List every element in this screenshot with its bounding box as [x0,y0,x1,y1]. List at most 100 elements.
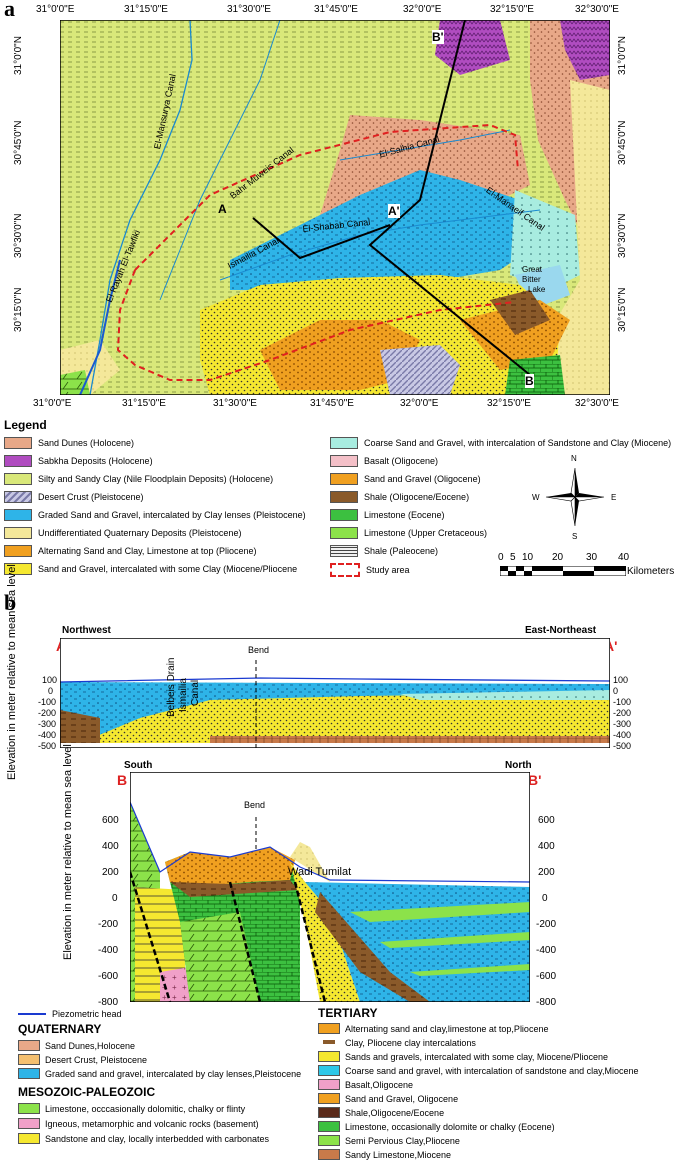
t-label: Alternating sand and clay,limestone at t… [345,1023,549,1034]
lon-tick: 31°45'0"E [314,4,358,15]
swatch-t2 [318,1037,340,1048]
lon-tick: 31°30'0"E [213,398,257,409]
q-label: Sand Dunes,Holocene [45,1040,136,1051]
legend-item: Graded Sand and Gravel, intercalated by … [4,509,306,521]
undiff-quaternary-east [550,80,610,395]
sec1-canal-label: Canal [190,679,201,706]
mansurya-canal-line [89,20,193,395]
compass-s: S [572,532,578,541]
m-item: Sandstone and clay, locally interbedded … [18,1133,269,1144]
swatch-q2 [18,1054,40,1065]
legend-label: Coarse Sand and Gravel, with intercalati… [364,438,672,448]
q-label: Desert Crust, Pleistocene [45,1054,148,1065]
sec2-piezometric-line [130,801,530,883]
sec1-sand-gravel-layer [80,693,610,743]
t-item: Sandy Limestone,Miocene [318,1149,451,1160]
tertiary-heading: TERTIARY [318,1006,378,1020]
swatch-q1 [18,1040,40,1051]
cross-section-b [130,772,530,1002]
sec2-ylabel: Elevation in meter relative to mean sea … [62,744,74,960]
lon-tick: 32°0'0"E [400,398,439,409]
swatch-t4 [318,1065,340,1076]
y-tick: -300 [613,719,632,729]
quaternary-heading: QUATERNARY [18,1022,102,1036]
legend-item: Sand and Gravel (Oligocene) [330,473,481,485]
sec1-ismailia-label: Ismailia [178,678,189,712]
sec2-wadi-label: Wadi Tumilat [288,866,352,878]
q-item: Graded sand and gravel, intercalated by … [18,1068,301,1079]
y-tick: -400 [38,730,57,740]
legend-item: Sand and Gravel, intercalated with some … [4,563,297,575]
m-item: Limestone, occcasionally dolomitic, chal… [18,1103,245,1114]
swatch-t10 [318,1149,340,1160]
sec2-fault-lines [130,871,327,1002]
graded-sand-unit [230,170,530,290]
t-label: Limestone, occasionally dolomite or chal… [345,1121,555,1132]
t-item: Shale,Oligocene/Eocene [318,1107,444,1118]
t-label: Clay, Pliocene clay intercalations [345,1037,476,1048]
rayah-tawfiki-line [79,259,121,395]
legend-item: Alternating Sand and Clay, Limestone at … [4,545,256,557]
sec1-sandy-limestone [210,736,610,743]
t-item: Sands and gravels, intercalated with som… [318,1051,608,1062]
shale-olig-eocene-unit [490,290,550,335]
y-tick: -200 [98,919,119,930]
sec1-coarse-layer [400,690,610,700]
legend-item: Desert Crust (Pleistocene) [4,491,144,503]
legend-label: Desert Crust (Pleistocene) [38,492,144,502]
scale-tick: 10 [522,552,534,563]
legend-item: Silty and Sandy Clay (Nile Floodplain De… [4,473,273,485]
panel-a-letter: a [4,0,15,21]
legend-item: Limestone (Upper Cretaceous) [330,527,487,539]
y-tick: 400 [102,841,119,852]
swatch-m1 [18,1103,40,1114]
swatch-q3 [18,1068,40,1079]
swatch-t9 [318,1135,340,1146]
legend-label: Alternating Sand and Clay, Limestone at … [38,546,257,556]
legend-item: Shale (Paleocene) [330,545,438,557]
m-item: Igneous, metamorphic and volcanic rocks … [18,1118,259,1129]
swatch-floodplain [4,473,32,485]
scale-unit: Kilometers [627,566,675,577]
t-label: Basalt,Oligocene [345,1079,414,1090]
sabkha-unit-northeast [560,20,610,80]
y-tick: 600 [538,815,555,826]
bahr-muweis-line [159,20,281,301]
y-tick: -100 [613,697,632,707]
desert-crust-unit [380,345,460,395]
lat-tick: 30°45'0"N [13,120,24,166]
y-tick: -300 [38,719,57,729]
legend-label: Sand Dunes (Holocene) [38,438,135,448]
sec1-ylabel: Elevation in meter relative to mean sea … [6,564,18,780]
swatch-t1 [318,1023,340,1034]
lon-tick: 32°0'0"E [403,4,442,15]
sec2-wadi-tumilat [290,842,330,882]
t-item: Limestone, occasionally dolomite or chal… [318,1121,555,1132]
y-tick: -200 [536,919,557,930]
sec1-bend-label: Bend [248,645,270,655]
y-tick: 0 [613,686,619,696]
legend-item: Limestone (Eocene) [330,509,445,521]
section-line-b [368,20,531,376]
swatch-t5 [318,1079,340,1090]
swatch-study-area [330,563,360,577]
y-tick: 0 [112,893,118,904]
legend-item: Basalt (Oligocene) [330,455,438,467]
top-longitude-ticks: 31°0'0"E 31°15'0"E 31°30'0"E 31°45'0"E 3… [0,0,685,18]
y-tick: -200 [38,708,57,718]
sec1-right-dir: East-Northeast [525,625,597,636]
swatch-graded-sand [4,509,32,521]
t-label: Sandy Limestone,Miocene [345,1149,452,1160]
legend-label: Sabkha Deposits (Holocene) [38,456,153,466]
geologic-map [60,20,610,395]
swatch-shale-paleocene [330,545,358,557]
y-tick: -200 [613,708,632,718]
compass-w: W [532,493,540,502]
lon-tick: 31°0'0"E [36,4,75,15]
piezo-label: Piezometric head [52,1009,122,1019]
swatch-m2 [18,1118,40,1129]
lon-tick: 31°45'0"E [310,398,354,409]
t-item: Alternating sand and clay,limestone at t… [318,1023,548,1034]
y-tick: -500 [613,741,632,751]
q-label: Graded sand and gravel, intercalated by … [45,1068,302,1079]
